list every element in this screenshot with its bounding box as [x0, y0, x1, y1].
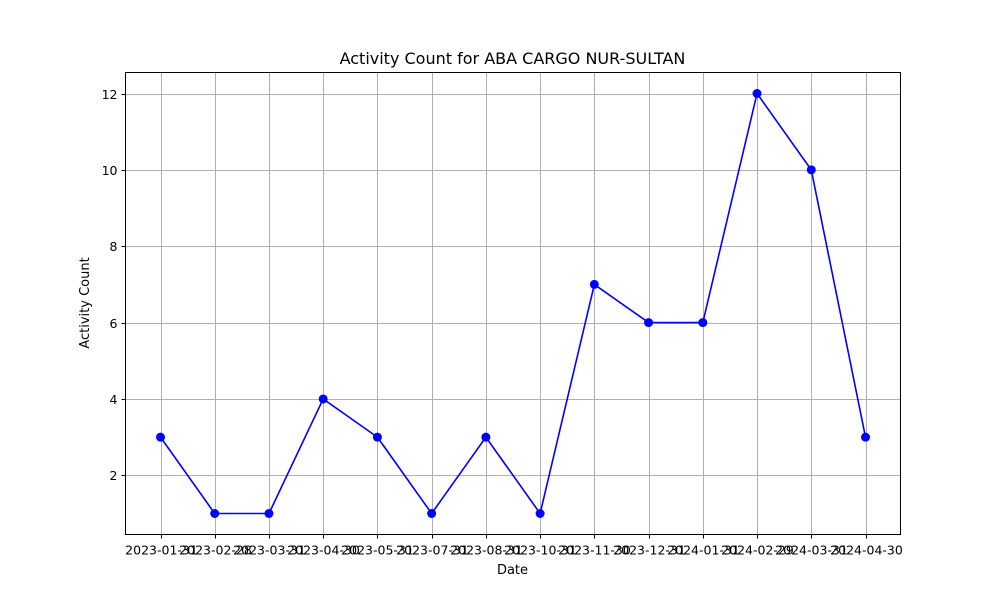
data-point: [698, 318, 708, 328]
series-line: [159, 91, 867, 516]
x-tick-label: 2024-03-31: [775, 543, 848, 558]
y-tick-label: 8: [110, 239, 118, 254]
y-tick-label: 2: [110, 468, 118, 483]
chart-title: Activity Count for ABA CARGO NUR-SULTAN: [340, 49, 686, 68]
y-tick-label: 6: [110, 316, 118, 331]
data-point: [372, 432, 382, 442]
data-point: [535, 509, 545, 518]
x-tick-label: 2023-02-28: [179, 543, 252, 558]
x-tick-label: 2024-04-30: [830, 543, 903, 558]
grid-lines: [125, 72, 901, 535]
data-point: [210, 509, 220, 518]
x-tick-label: 2023-07-31: [396, 543, 469, 558]
x-tick-label: 2023-11-30: [558, 543, 631, 558]
x-tick-label: 2024-01-31: [667, 543, 740, 558]
plot-frame: [125, 72, 901, 535]
data-point: [806, 165, 816, 175]
data-point: [264, 509, 274, 518]
data-point: [427, 509, 437, 518]
x-tick-label: 2024-02-29: [721, 543, 794, 558]
y-tick-label: 4: [110, 392, 118, 407]
data-point: [481, 432, 491, 442]
series-layer: [156, 89, 870, 518]
y-axis-label: Activity Count: [78, 257, 93, 348]
data-point: [861, 432, 870, 442]
x-tick-label: 2023-10-31: [504, 543, 577, 558]
x-tick-label: 2023-08-31: [450, 543, 523, 558]
y-tick-label: 10: [102, 163, 118, 178]
x-axis-label: Date: [497, 563, 528, 578]
data-point: [589, 279, 599, 289]
data-point: [644, 318, 654, 328]
y-tick-label: 12: [102, 87, 118, 102]
x-tick-label: 2023-01-31: [125, 543, 198, 558]
x-tick-label: 2023-04-30: [287, 543, 360, 558]
x-axis-ticks: 2023-01-312023-02-282023-03-312023-04-30…: [125, 534, 903, 558]
y-axis-ticks: 2 4 6 8 10 12: [102, 87, 126, 483]
data-point: [752, 89, 762, 98]
data-point: [156, 432, 165, 442]
data-point: [318, 394, 328, 404]
x-tick-label: 2023-05-31: [341, 543, 414, 558]
x-tick-label: 2023-12-31: [613, 543, 686, 558]
x-tick-label: 2023-03-31: [233, 543, 306, 558]
